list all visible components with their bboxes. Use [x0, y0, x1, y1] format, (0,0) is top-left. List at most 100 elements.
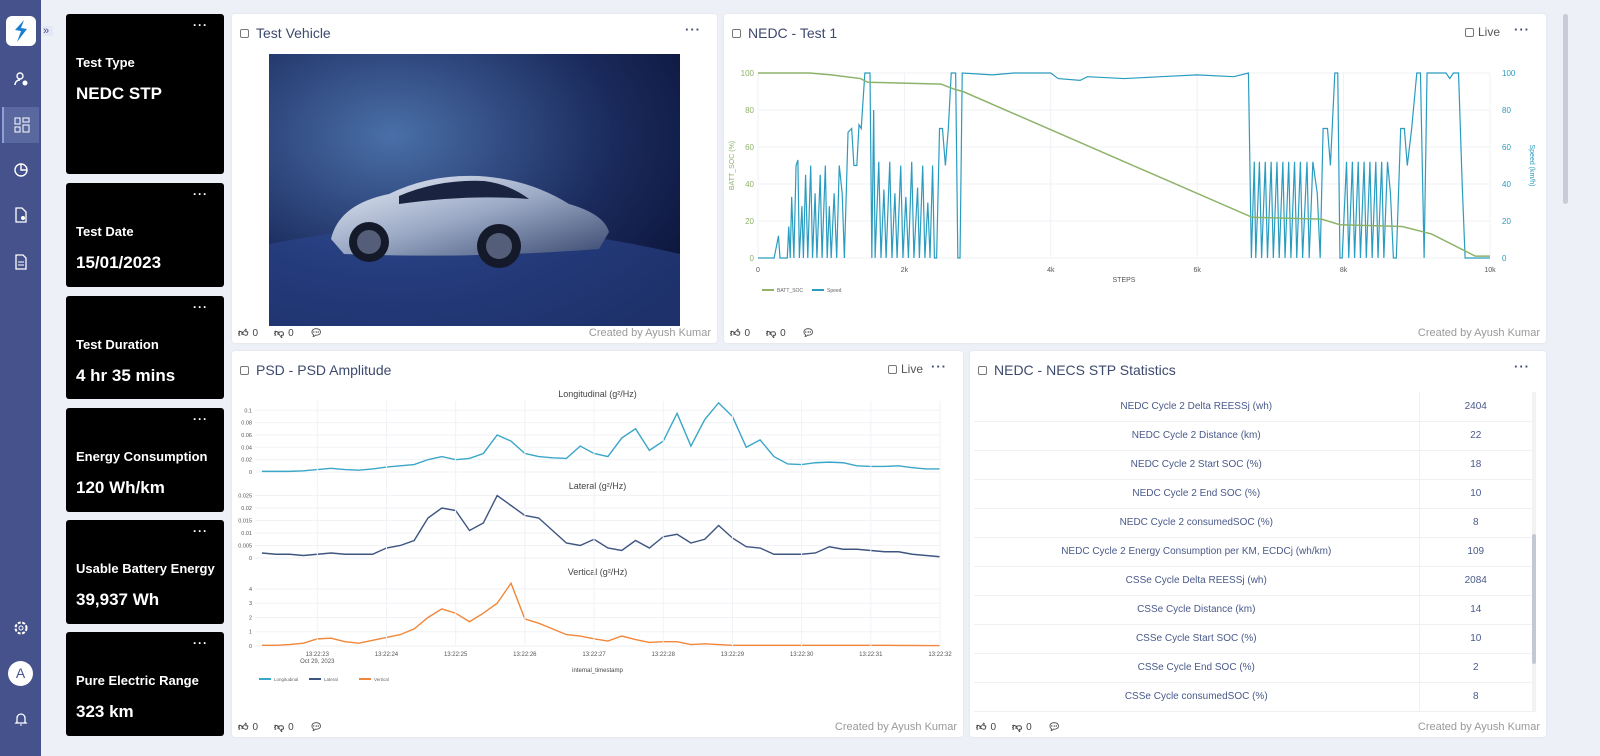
panel-header: PSD - PSD Amplitude: [240, 362, 391, 378]
stats-panel: NEDC - NECS STP Statistics ··· NEDC Cycl…: [970, 351, 1546, 737]
live-checkbox[interactable]: [887, 364, 897, 374]
sidebar-item-dashboards[interactable]: [2, 107, 39, 143]
comment-button[interactable]: 💬︎: [1048, 722, 1061, 733]
select-checkbox[interactable]: [240, 28, 249, 38]
more-options-button[interactable]: ···: [685, 22, 701, 37]
comment-button[interactable]: 💬︎: [802, 328, 815, 339]
more-options-button[interactable]: ···: [193, 187, 208, 201]
like-button[interactable]: 👍︎ 0: [238, 721, 258, 734]
document-icon: [14, 254, 27, 270]
dislike-count: 0: [1026, 721, 1032, 733]
table-row: CSSe Cycle Delta REESSj (wh) 2084: [974, 566, 1532, 596]
legend-label: Longitudinal: [274, 677, 298, 682]
scrollbar-thumb[interactable]: [1532, 534, 1536, 664]
y-tick-label: 0: [249, 556, 252, 562]
x-tick-label: 13:22:27: [582, 652, 606, 658]
app-logo[interactable]: [6, 16, 36, 46]
live-toggle[interactable]: Live: [1464, 25, 1500, 39]
user-gear-icon: [13, 72, 27, 86]
like-button[interactable]: 👍︎ 0: [730, 327, 750, 340]
avatar[interactable]: A: [8, 661, 33, 686]
live-label: Live: [1477, 25, 1500, 39]
table-row: NEDC Cycle 2 Distance (km) 22: [974, 421, 1532, 451]
live-toggle[interactable]: Live: [887, 362, 923, 376]
y-tick-label: 1: [249, 630, 252, 636]
x-tick-label: 10k: [1484, 267, 1496, 274]
y-tick-label: 60: [745, 143, 754, 152]
more-options-button[interactable]: ···: [193, 18, 208, 32]
thumbs-up-icon: 👍︎: [976, 722, 987, 733]
live-checkbox[interactable]: [1464, 27, 1474, 37]
notifications-button[interactable]: [2, 701, 39, 737]
like-button[interactable]: 👍︎ 0: [976, 721, 996, 734]
y-tick-label: 0.04: [241, 445, 252, 451]
legend-label: BATT_SOC: [777, 288, 803, 294]
stat-value: 8: [1419, 508, 1532, 538]
expand-sidebar-button[interactable]: »: [43, 26, 53, 37]
y-tick-label: 80: [745, 106, 754, 115]
panel-title: NEDC - NECS STP Statistics: [994, 362, 1176, 378]
x-tick-label: 13:22:29: [721, 652, 745, 658]
kpi-card: ··· Test Duration 4 hr 35 mins: [66, 296, 224, 399]
y-tick-label: 0.025: [238, 494, 252, 500]
more-options-button[interactable]: ···: [193, 412, 208, 426]
stat-value: 14: [1419, 595, 1532, 625]
more-options-button[interactable]: ···: [193, 524, 208, 538]
x-axis-label: STEPS: [1113, 277, 1136, 284]
series-line-speed: [758, 72, 1490, 259]
sidebar-item-reports[interactable]: [2, 244, 39, 280]
like-button[interactable]: 👍︎ 0: [238, 327, 258, 340]
comment-button[interactable]: 💬︎: [310, 722, 323, 733]
kpi-card: ··· Test Type NEDC STP: [66, 14, 224, 174]
dislike-count: 0: [780, 327, 786, 339]
y-tick-label: 0.01: [241, 531, 252, 537]
more-options-button[interactable]: ···: [1514, 22, 1530, 37]
more-options-button[interactable]: ···: [931, 359, 947, 374]
table-row: CSSe Cycle End SOC (%) 2: [974, 653, 1532, 683]
x-tick-label: 2k: [901, 267, 909, 274]
dislike-button[interactable]: 👎︎ 0: [274, 327, 294, 340]
kpi-card: ··· Usable Battery Energy 39,937 Wh: [66, 520, 224, 624]
series-line-batt_soc: [758, 72, 1490, 257]
stat-label: NEDC Cycle 2 Distance (km): [974, 421, 1420, 451]
nedc-test-panel: NEDC - Test 1 Live ··· 0 0 20 20 40 40 60 60 80 8…: [724, 14, 1546, 343]
x-tick-label: 13:22:24: [375, 652, 399, 658]
more-options-button[interactable]: ···: [1514, 359, 1530, 374]
page-scrollbar[interactable]: [1563, 14, 1568, 204]
more-options-button[interactable]: ···: [193, 300, 208, 314]
y2-tick-label: 20: [1502, 217, 1511, 226]
panel-title: NEDC - Test 1: [748, 25, 838, 41]
dislike-button[interactable]: 👎︎ 0: [766, 327, 786, 340]
kpi-card: ··· Test Date 15/01/2023: [66, 183, 224, 287]
table-scrollbar[interactable]: [1532, 392, 1536, 712]
sidebar-item-user-settings[interactable]: [2, 61, 39, 97]
stat-label: CSSe Cycle Delta REESSj (wh): [974, 566, 1420, 596]
settings-button[interactable]: [2, 610, 39, 646]
stat-value: 2: [1419, 653, 1532, 683]
comment-button[interactable]: 💬︎: [310, 328, 323, 339]
more-options-button[interactable]: ···: [193, 636, 208, 650]
table-row: CSSe Cycle Start SOC (%) 10: [974, 624, 1532, 654]
test-vehicle-panel: Test Vehicle ··· 👍︎ 0 👎︎ 0 💬︎ Created by A…: [232, 14, 717, 343]
stat-value: 2084: [1419, 566, 1532, 596]
stats-table-container: NEDC Cycle 2 Delta REESSj (wh) 2404 NEDC C…: [974, 392, 1532, 712]
stat-label: NEDC Cycle 2 Start SOC (%): [974, 450, 1420, 480]
y2-axis-label: Speed (km/h): [1528, 144, 1535, 186]
y-tick-label: 0.1: [244, 408, 252, 414]
x-tick-label: 13:22:25: [444, 652, 468, 658]
select-checkbox[interactable]: [240, 365, 249, 375]
y-axis-label: BATT_SOC (%): [729, 141, 736, 190]
file-settings-icon: [14, 207, 27, 223]
series-line-vertical: [261, 581, 940, 647]
thumbs-up-icon: 👍︎: [238, 328, 249, 339]
panel-title: PSD - PSD Amplitude: [256, 362, 392, 378]
dislike-button[interactable]: 👎︎ 0: [1012, 721, 1032, 734]
sidebar-item-device-config[interactable]: [2, 197, 39, 233]
dislike-button[interactable]: 👎︎ 0: [274, 721, 294, 734]
sidebar-item-analytics[interactable]: [2, 152, 39, 188]
select-checkbox[interactable]: [978, 365, 987, 375]
select-checkbox[interactable]: [732, 28, 741, 38]
y-tick-label: 4: [249, 587, 252, 593]
y2-tick-label: 80: [1502, 106, 1511, 115]
kpi-label: Test Date: [76, 224, 134, 239]
